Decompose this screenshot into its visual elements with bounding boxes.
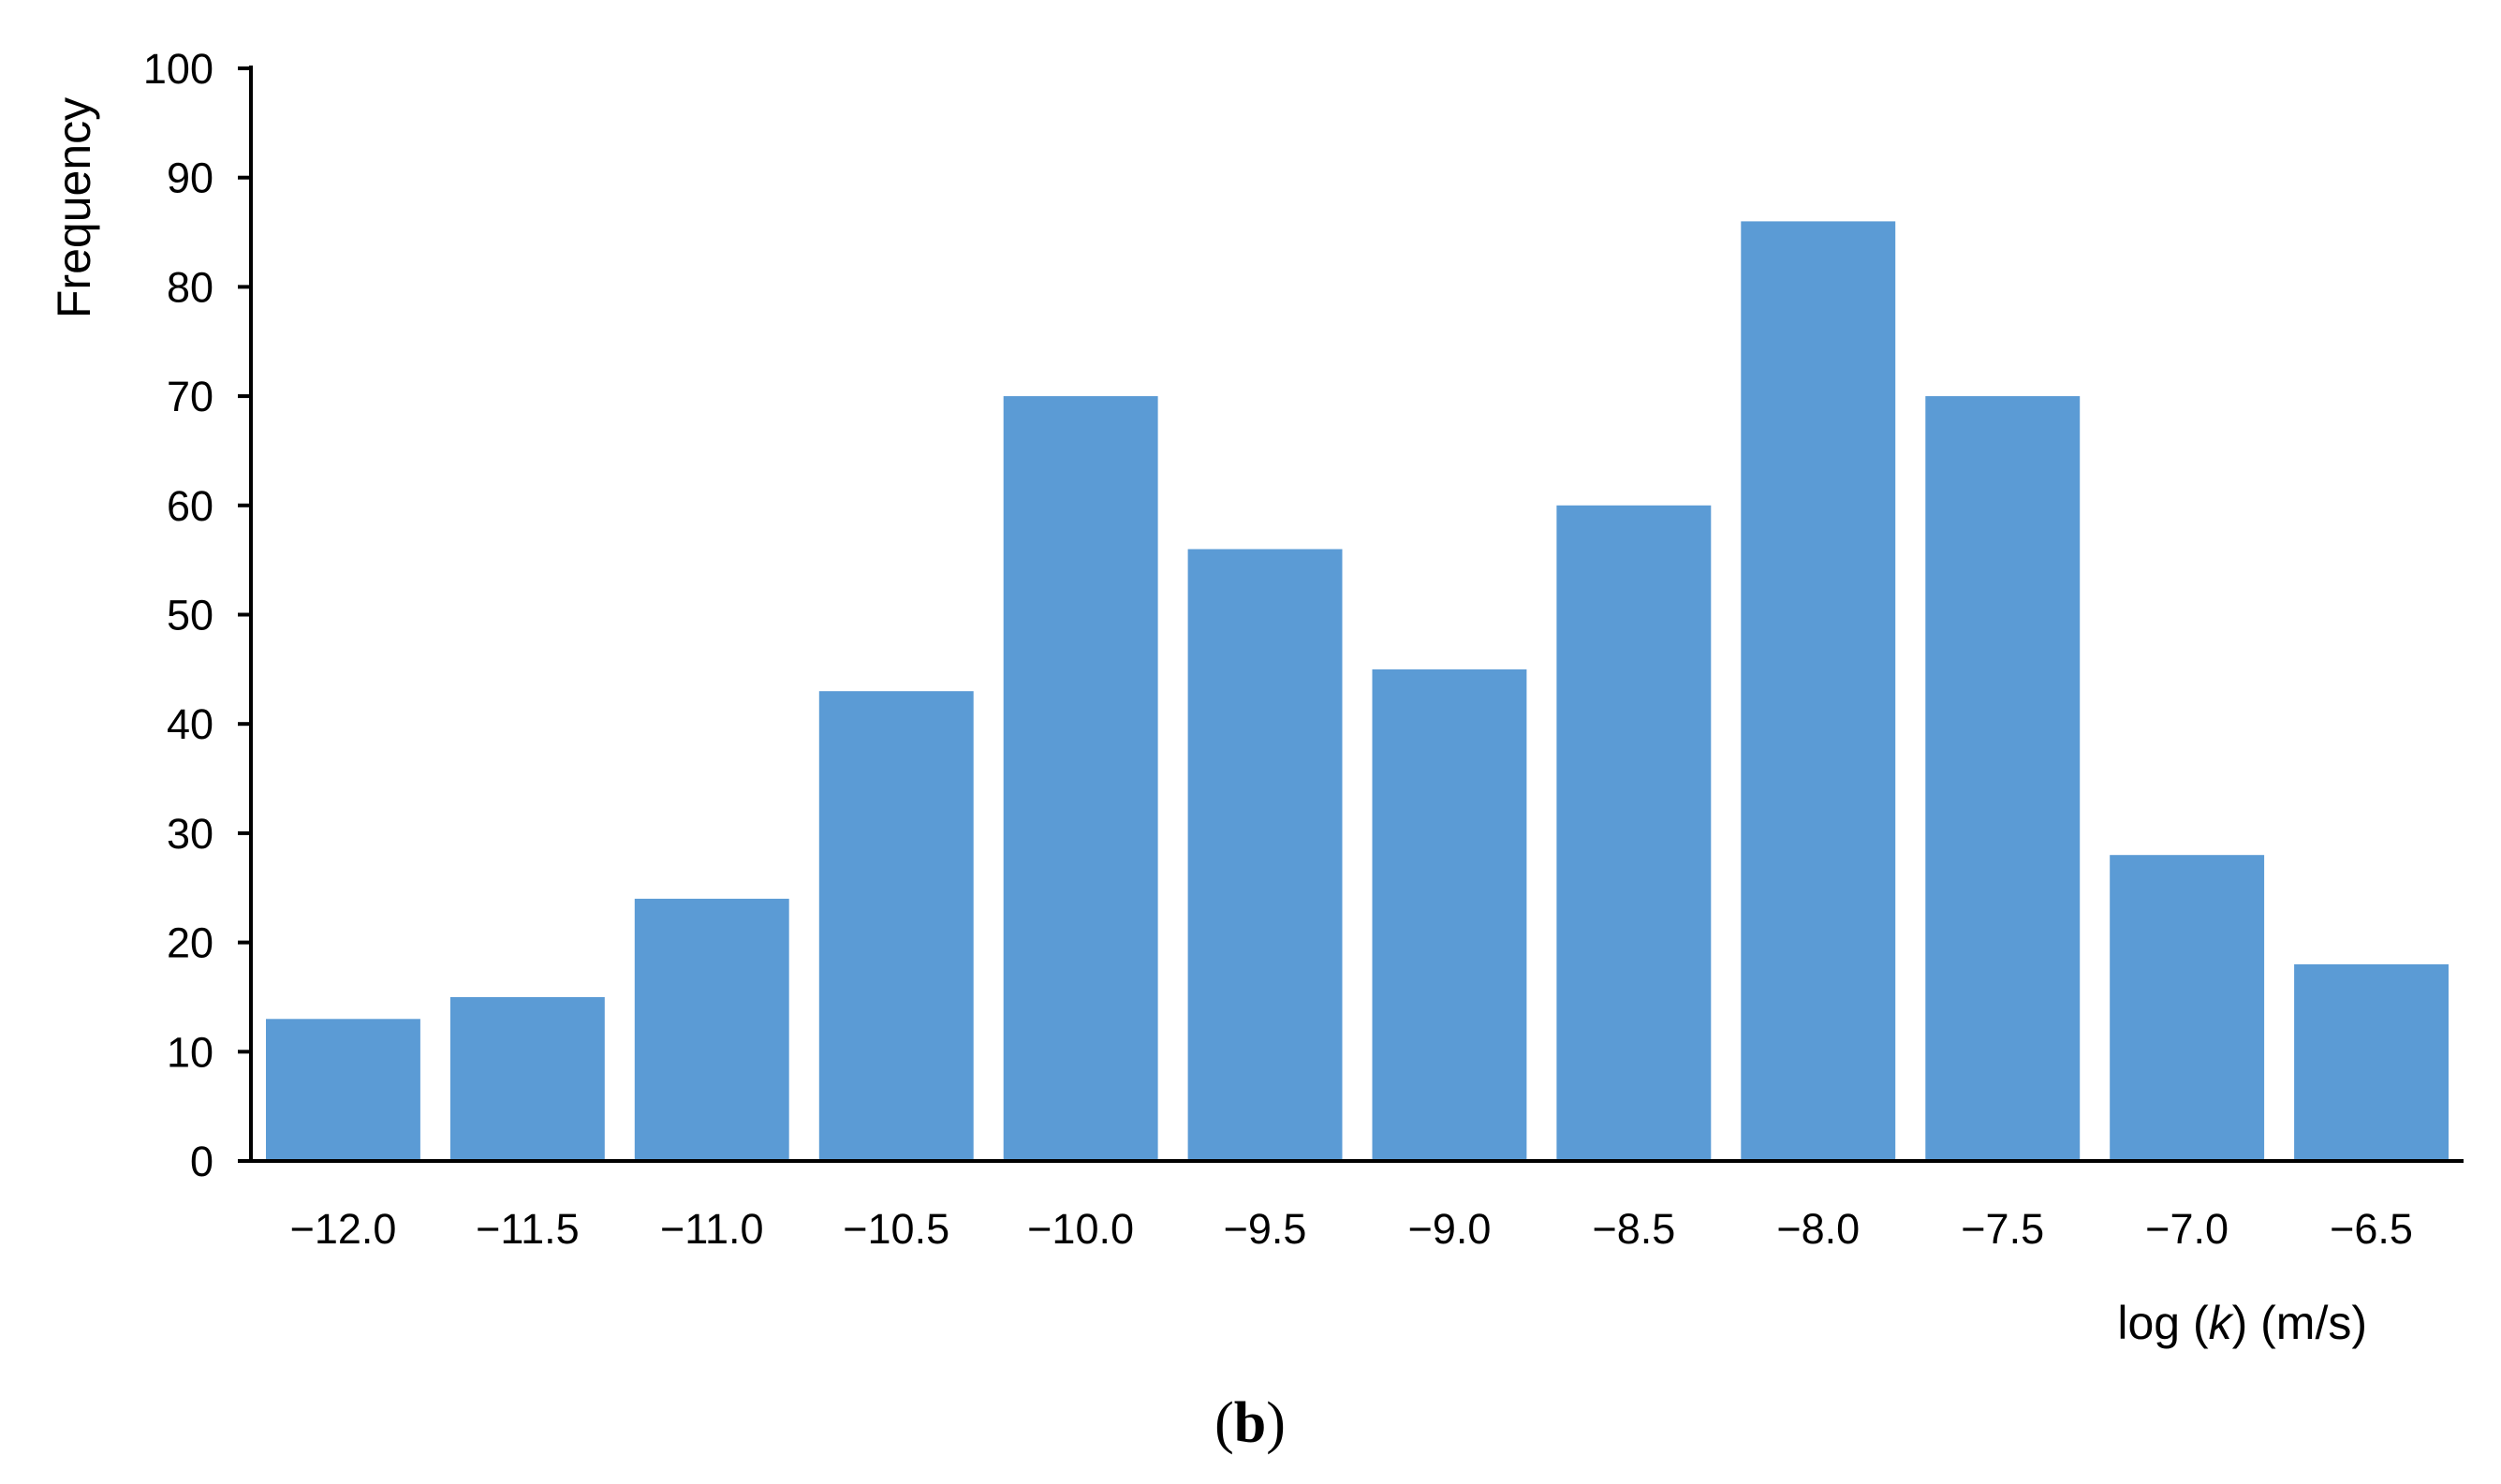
- y-tick-label: 80: [167, 263, 213, 311]
- x-tick-label: −12.0: [290, 1205, 397, 1253]
- bar-11: [2294, 963, 2449, 1161]
- x-tick-label: −6.5: [2330, 1205, 2413, 1253]
- bar-8: [1741, 221, 1896, 1161]
- y-tick-label: 0: [190, 1138, 213, 1185]
- bar-4: [1003, 396, 1158, 1162]
- panel-label: (b): [1214, 1391, 1286, 1455]
- x-tick-label: −7.5: [1961, 1205, 2044, 1253]
- x-axis-title-prefix: log (: [2117, 1297, 2209, 1349]
- bars-layer: [266, 221, 2449, 1162]
- y-tick-label: 90: [167, 154, 213, 202]
- x-tick-label: −10.5: [843, 1205, 949, 1253]
- panel-label-letter: b: [1234, 1391, 1266, 1455]
- bar-2: [634, 898, 789, 1161]
- y-tick-label: 70: [167, 373, 213, 420]
- bar-0: [266, 1019, 420, 1161]
- y-tick-label: 100: [143, 45, 213, 93]
- bar-7: [1556, 505, 1712, 1161]
- x-tick-label: −9.0: [1408, 1205, 1492, 1253]
- x-axis-title: log (k) (m/s): [2117, 1297, 2367, 1349]
- bar-10: [2110, 855, 2265, 1161]
- bar-9: [1925, 396, 2081, 1162]
- x-axis-title-suffix: ) (m/s): [2232, 1297, 2367, 1349]
- y-tick-label: 20: [167, 919, 213, 967]
- y-tick-labels: 0 10 20 30 40 50 60 70 80 90 100: [143, 45, 213, 1185]
- panel-label-open: (: [1214, 1391, 1234, 1455]
- bar-5: [1187, 549, 1343, 1161]
- y-tick-label: 30: [167, 810, 213, 858]
- y-tick-label: 50: [167, 592, 213, 639]
- y-axis-title: Frequency: [48, 97, 100, 318]
- bar-1: [449, 997, 605, 1161]
- x-axis-title-variable: k: [2209, 1297, 2235, 1349]
- x-tick-label: −7.0: [2145, 1205, 2229, 1253]
- x-tick-label: −11.5: [476, 1205, 580, 1253]
- bar-3: [818, 691, 974, 1161]
- x-tick-label: −9.5: [1224, 1205, 1307, 1253]
- y-tick-label: 60: [167, 482, 213, 530]
- x-tick-label: −10.0: [1027, 1205, 1134, 1253]
- axes-layer: [238, 66, 2464, 1163]
- x-tick-labels: −12.0 −11.5 −11.0 −10.5 −10.0 −9.5 −9.0 −8.5 −8.…: [290, 1205, 2413, 1253]
- x-tick-label: −11.0: [660, 1205, 764, 1253]
- panel-label-close: ): [1266, 1391, 1286, 1455]
- x-tick-label: −8.5: [1592, 1205, 1675, 1253]
- bar-6: [1372, 669, 1527, 1161]
- x-tick-label: −8.0: [1776, 1205, 1860, 1253]
- y-tick-label: 10: [167, 1028, 213, 1076]
- y-tick-label: 40: [167, 700, 213, 748]
